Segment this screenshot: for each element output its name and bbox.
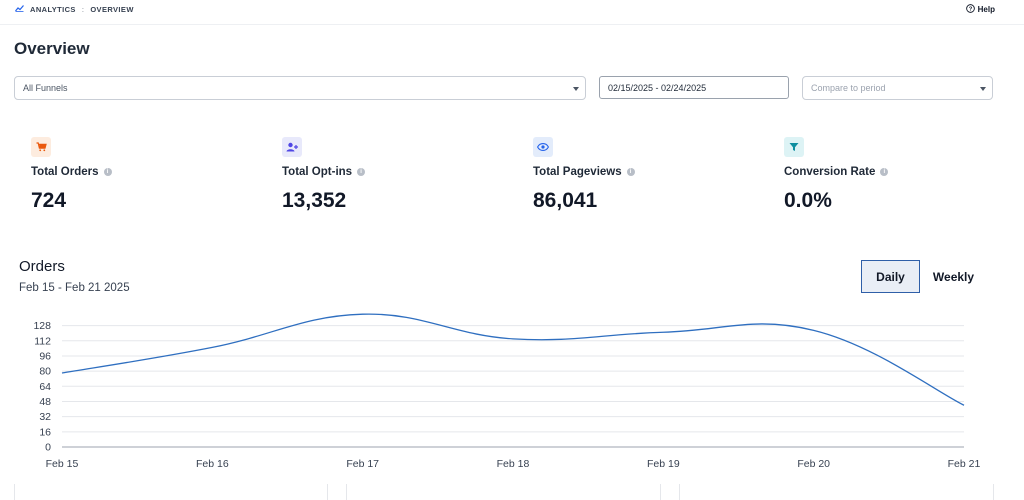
stat-value: 724 [31,189,67,212]
stat-value: 13,352 [282,189,347,212]
weekly-toggle-button[interactable]: Weekly [920,260,987,293]
y-tick-label: 128 [33,320,51,332]
x-tick-label: Feb 15 [46,458,79,470]
y-tick-label: 32 [39,411,51,423]
breadcrumb-separator: : [81,4,85,14]
stat-label: Conversion Rate [784,166,876,178]
x-tick-label: Feb 18 [497,458,530,470]
stat-conversion-rate: Conversion Rate i 0.0% [784,137,1024,213]
info-icon[interactable]: i [103,168,112,176]
funnel-icon [784,137,804,157]
bottom-cards-row [0,484,1024,500]
funnel-select-value: All Funnels [23,83,68,93]
daily-toggle-button[interactable]: Daily [861,260,920,293]
info-icon[interactable]: i [880,168,889,176]
compare-period-placeholder: Compare to period [811,83,886,93]
cart-icon [31,137,51,157]
stat-total-optins: Total Opt-ins i 13,352 [282,137,522,213]
orders-series-line [61,313,965,406]
y-tick-label: 96 [39,350,51,362]
help-button[interactable]: ? Help [965,4,995,15]
info-icon[interactable]: i [626,168,635,176]
y-tick-label: 112 [34,335,51,347]
card-edge [346,484,347,500]
stat-total-pageviews: Total Pageviews i 86,041 [533,137,773,213]
x-tick-label: Feb 17 [346,458,379,470]
breadcrumb-page: OVERVIEW [90,4,134,14]
x-tick-label: Feb 16 [196,458,229,470]
stat-label: Total Pageviews [533,166,622,178]
card-edge [327,484,328,500]
user-plus-icon [282,137,302,157]
card-edge [660,484,661,500]
svg-text:?: ? [968,7,972,13]
x-tick-label: Feb 21 [948,458,981,470]
question-circle-icon: ? [965,4,975,15]
chevron-down-icon [980,87,986,91]
y-tick-label: 16 [39,426,51,438]
top-bar: ANALYTICS : OVERVIEW ? Help [0,0,1024,25]
stat-total-orders: Total Orders i 724 [31,137,271,213]
stat-label: Total Opt-ins [282,166,353,178]
chart-icon [15,4,24,14]
stat-value: 86,041 [533,189,598,212]
y-tick-label: 80 [39,366,51,378]
orders-line-chart: 0 16 32 48 64 80 96 112 128 Feb 15 Feb 16 Feb 17 Feb… [33,313,981,470]
card-edge [14,484,15,500]
y-tick-label: 64 [39,381,51,393]
y-tick-label: 0 [45,442,51,454]
breadcrumb: ANALYTICS : OVERVIEW [15,4,134,14]
orders-title: Orders [19,258,65,275]
stat-value: 0.0% [784,189,832,212]
card-edge [679,484,680,500]
breadcrumb-section[interactable]: ANALYTICS [30,4,76,14]
page-title: Overview [14,39,90,58]
card-edge [993,484,994,500]
x-tick-label: Feb 20 [797,458,830,470]
date-range-value: 02/15/2025 - 02/24/2025 [608,82,707,93]
y-tick-label: 48 [39,396,51,408]
compare-period-select[interactable]: Compare to period [802,76,993,100]
info-icon[interactable]: i [357,168,366,176]
date-range-input[interactable]: 02/15/2025 - 02/24/2025 [599,76,789,99]
help-label: Help [977,5,995,14]
stat-label: Total Orders [31,166,99,178]
chevron-down-icon [573,87,579,91]
x-tick-label: Feb 19 [647,458,680,470]
eye-icon [533,137,553,157]
orders-date-range: Feb 15 - Feb 21 2025 [19,282,130,294]
funnel-select[interactable]: All Funnels [14,76,586,100]
